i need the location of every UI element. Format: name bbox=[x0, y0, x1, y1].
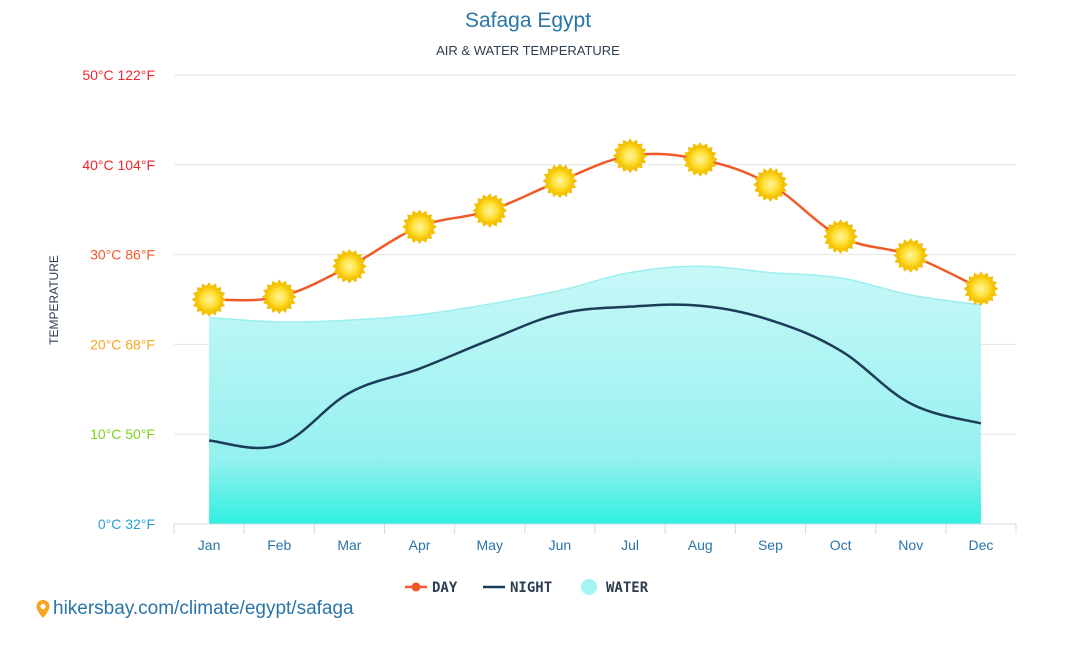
y-tick-label: 40°C 104°F bbox=[82, 157, 155, 173]
night-line bbox=[208, 303, 982, 450]
x-tick-label: Sep bbox=[758, 537, 783, 553]
sun-icon[interactable] bbox=[472, 193, 508, 229]
map-pin-icon bbox=[36, 600, 50, 618]
legend: DAY NIGHT WATER bbox=[405, 579, 649, 596]
y-axis-ticks: 0°C 32°F 10°C 50°F 20°C 68°F 30°C 86°F 40°C … bbox=[82, 67, 155, 532]
x-tick-label: Jun bbox=[549, 537, 572, 553]
sun-icon[interactable] bbox=[261, 279, 297, 315]
water-series bbox=[209, 265, 982, 524]
x-axis: Jan Feb Mar Apr May Jun Jul Aug Sep Oct Nov Dec bbox=[173, 523, 1017, 553]
legend-night-label: NIGHT bbox=[510, 580, 552, 596]
sun-icon[interactable] bbox=[963, 271, 999, 307]
x-tick-label: Feb bbox=[267, 537, 291, 553]
x-tick-label: Nov bbox=[898, 537, 923, 553]
y-tick-label: 50°C 122°F bbox=[82, 67, 155, 83]
day-series bbox=[191, 138, 999, 317]
legend-item-night[interactable]: NIGHT bbox=[483, 580, 552, 596]
legend-water-marker bbox=[581, 579, 597, 595]
legend-item-water[interactable]: WATER bbox=[581, 579, 649, 596]
sun-icon[interactable] bbox=[191, 282, 227, 317]
x-tick-label: Mar bbox=[337, 537, 361, 553]
y-tick-label: 20°C 68°F bbox=[90, 336, 155, 352]
night-series bbox=[208, 303, 982, 450]
sun-icon[interactable] bbox=[542, 163, 578, 199]
x-tick-label: Jan bbox=[198, 537, 221, 553]
sun-icon[interactable] bbox=[893, 238, 929, 273]
source-url: hikersbay.com/climate/egypt/safaga bbox=[53, 598, 354, 619]
x-tick-label: Jul bbox=[621, 537, 639, 553]
y-tick-label: 10°C 50°F bbox=[90, 426, 155, 442]
legend-day-marker bbox=[411, 582, 421, 592]
x-tick-label: May bbox=[477, 537, 503, 553]
y-axis-label: TEMPERATURE bbox=[47, 255, 61, 345]
legend-water-label: WATER bbox=[606, 580, 649, 596]
legend-item-day[interactable]: DAY bbox=[405, 580, 458, 596]
water-area bbox=[209, 266, 981, 524]
sun-icon[interactable] bbox=[823, 219, 859, 255]
legend-day-label: DAY bbox=[432, 580, 458, 596]
x-tick-label: Oct bbox=[830, 537, 852, 553]
y-tick-label: 0°C 32°F bbox=[98, 516, 155, 532]
x-tick-label: Dec bbox=[968, 537, 993, 553]
x-tick-label: Apr bbox=[409, 537, 431, 553]
source-link[interactable]: hikersbay.com/climate/egypt/safaga bbox=[35, 598, 354, 620]
chart-title: Safaga Egypt bbox=[465, 9, 591, 32]
day-line bbox=[209, 152, 982, 302]
sun-icon[interactable] bbox=[612, 138, 648, 174]
chart-subtitle: AIR & WATER TEMPERATURE bbox=[436, 43, 620, 58]
sun-icon[interactable] bbox=[682, 141, 718, 177]
sun-icon[interactable] bbox=[752, 167, 788, 202]
y-tick-label: 30°C 86°F bbox=[90, 247, 155, 263]
x-tick-label: Aug bbox=[688, 537, 713, 553]
sun-icon[interactable] bbox=[331, 248, 367, 284]
water-line bbox=[209, 265, 982, 323]
sun-icon[interactable] bbox=[402, 209, 438, 245]
